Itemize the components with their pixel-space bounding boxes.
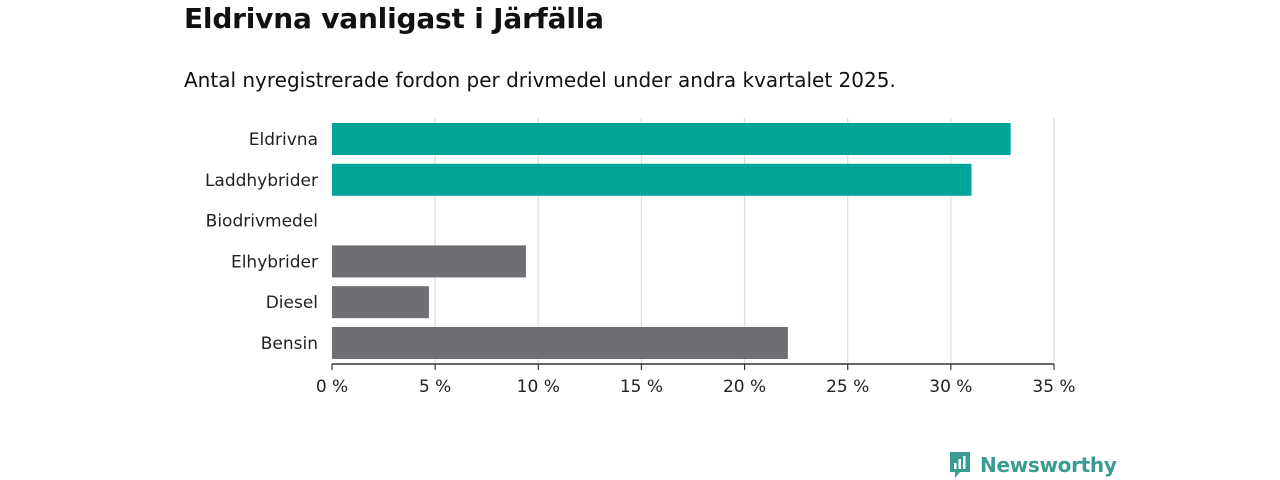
category-label: Eldrivna bbox=[249, 130, 318, 150]
bars bbox=[332, 123, 1011, 359]
bar-diesel bbox=[332, 286, 429, 319]
x-tick-label: 30 % bbox=[929, 377, 972, 397]
category-labels: Eldrivna Laddhybrider Biodrivmedel Elhybrid… bbox=[205, 130, 318, 354]
bar-laddhybrider bbox=[332, 163, 972, 196]
newsworthy-logo-icon bbox=[950, 452, 970, 478]
x-axis: 0 % 5 % 10 % 15 % 20 % 25 % 30 % 35 % bbox=[316, 363, 1076, 397]
x-tick-label: 35 % bbox=[1032, 377, 1075, 397]
category-label: Elhybrider bbox=[231, 252, 318, 272]
x-tick-label: 5 % bbox=[419, 377, 451, 397]
newsworthy-logo: Newsworthy bbox=[948, 450, 1117, 480]
category-label: Laddhybrider bbox=[205, 171, 318, 191]
gridlines bbox=[434, 118, 1055, 364]
bar-elhybrider bbox=[332, 245, 526, 278]
x-tick-label: 10 % bbox=[517, 377, 560, 397]
category-label: Biodrivmedel bbox=[206, 212, 318, 232]
newsworthy-logo-text: Newsworthy bbox=[980, 453, 1117, 477]
x-tick-label: 15 % bbox=[620, 377, 663, 397]
bar-bensin bbox=[332, 327, 788, 359]
category-label: Diesel bbox=[266, 293, 318, 313]
x-tick-label: 20 % bbox=[723, 377, 766, 397]
x-tick-label: 25 % bbox=[826, 377, 869, 397]
bar-eldrivna bbox=[332, 123, 1011, 155]
category-label: Bensin bbox=[261, 334, 318, 354]
chart-title: Eldrivna vanligast i Järfälla bbox=[184, 2, 604, 35]
chart-subtitle: Antal nyregistrerade fordon per drivmede… bbox=[184, 68, 896, 92]
x-tick-label: 0 % bbox=[316, 377, 348, 397]
